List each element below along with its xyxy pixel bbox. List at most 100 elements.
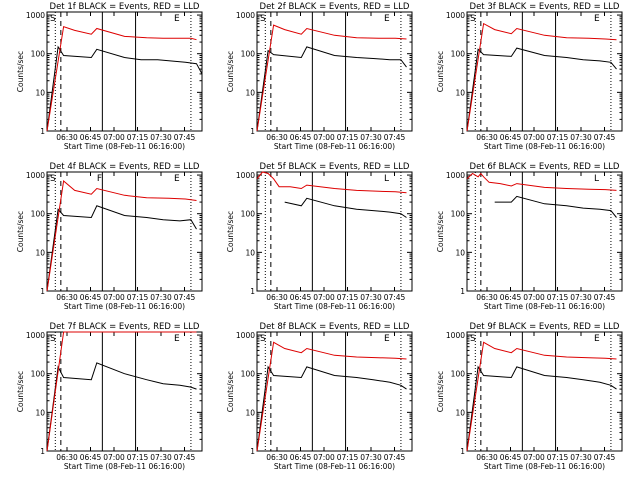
x-axis-label: Start Time (08-Feb-11 06:16:00)	[64, 142, 185, 151]
chart-panel-6: Det 6f BLACK = Events, RED = LLD 1 10 100 10…	[436, 162, 623, 311]
x-tick-label: 06:30	[266, 293, 288, 302]
y-tick-label: 1	[40, 127, 45, 136]
y-tick-label: 1	[460, 447, 465, 456]
series-line-events	[256, 46, 407, 132]
segment-marker-e: E	[384, 14, 390, 24]
series-line-events	[256, 365, 407, 452]
plot-frame	[46, 11, 203, 132]
x-tick-label: 07:45	[174, 133, 196, 142]
x-tick-label: 07:30	[360, 133, 382, 142]
y-tick-label: 10	[455, 248, 465, 257]
y-tick-label: 1000	[236, 11, 255, 20]
series-line-lld	[466, 172, 617, 191]
y-tick-label: 10	[245, 88, 255, 97]
x-tick-label: 07:30	[150, 453, 172, 462]
y-axis-label: Counts/sec	[16, 371, 25, 412]
x-tick-label: 06:30	[266, 133, 288, 142]
x-tick-label: 07:30	[360, 293, 382, 302]
y-axis-label: Counts/sec	[226, 371, 235, 412]
y-tick-label: 1	[250, 447, 255, 456]
x-tick-label: 06:30	[476, 133, 498, 142]
x-tick-label: 07:45	[594, 293, 616, 302]
segment-marker-s: S	[260, 334, 266, 344]
y-tick-label: 1	[460, 287, 465, 296]
segment-marker-e: E	[384, 334, 390, 344]
segment-marker-l: L	[594, 174, 599, 184]
x-tick-label: 07:15	[127, 453, 149, 462]
segment-marker-s: S	[470, 334, 476, 344]
y-tick-label: 100	[241, 370, 256, 379]
y-tick-label: 1000	[26, 11, 45, 20]
y-tick-label: 1000	[446, 171, 465, 180]
segment-marker-e: E	[594, 334, 600, 344]
chart-title: Det 3f BLACK = Events, RED = LLD	[470, 2, 620, 12]
chart-title: Det 4f BLACK = Events, RED = LLD	[50, 162, 200, 172]
chart-panel-3: Det 3f BLACK = Events, RED = LLD 1 10 100 10…	[436, 2, 623, 151]
series-line-lld	[256, 171, 407, 194]
chart-panel-5: Det 5f BLACK = Events, RED = LLD 1 10 100 10…	[226, 162, 413, 311]
plot-frame	[46, 171, 203, 292]
y-tick-label: 10	[35, 408, 45, 417]
chart-panel-8: Det 8f BLACK = Events, RED = LLD 1 10 100 10…	[226, 322, 413, 471]
x-tick-label: 07:15	[127, 133, 149, 142]
series-line-lld	[46, 331, 197, 452]
y-tick-label: 10	[35, 248, 45, 257]
chart-title: Det 8f BLACK = Events, RED = LLD	[260, 322, 410, 332]
segment-marker-l: L	[384, 174, 389, 184]
chart-panel-2: Det 2f BLACK = Events, RED = LLD 1 10 100 10…	[226, 2, 413, 151]
x-tick-label: 06:30	[56, 293, 78, 302]
series-line-events	[494, 195, 617, 218]
chart-title: Det 1f BLACK = Events, RED = LLD	[50, 2, 200, 12]
x-tick-label: 06:45	[290, 293, 312, 302]
chart-title: Det 2f BLACK = Events, RED = LLD	[260, 2, 410, 12]
plot-frame	[466, 331, 623, 452]
chart-panel-7: Det 7f BLACK = Events, RED = LLD 1 10 100 10…	[16, 322, 203, 471]
x-axis-label: Start Time (08-Feb-11 06:16:00)	[274, 142, 395, 151]
segment-marker-e: E	[594, 14, 600, 24]
chart-title: Det 9f BLACK = Events, RED = LLD	[470, 322, 620, 332]
x-tick-label: 07:45	[594, 453, 616, 462]
segment-marker-s: S	[260, 14, 266, 24]
x-tick-label: 07:15	[127, 293, 149, 302]
x-axis-label: Start Time (08-Feb-11 06:16:00)	[484, 142, 605, 151]
x-axis-label: Start Time (08-Feb-11 06:16:00)	[274, 302, 395, 311]
x-axis-label: Start Time (08-Feb-11 06:16:00)	[64, 462, 185, 471]
plot-frame	[46, 331, 203, 452]
x-tick-label: 07:45	[174, 293, 196, 302]
x-tick-label: 07:00	[523, 293, 545, 302]
x-tick-label: 07:00	[103, 133, 125, 142]
x-tick-label: 07:15	[547, 453, 569, 462]
x-tick-label: 06:30	[476, 293, 498, 302]
y-tick-label: 10	[245, 408, 255, 417]
series-line-events	[46, 362, 197, 452]
plot-frame	[256, 331, 413, 452]
segment-marker-s: S	[50, 14, 56, 24]
y-tick-label: 100	[451, 50, 466, 59]
y-tick-label: 1	[460, 127, 465, 136]
x-tick-label: 07:00	[103, 293, 125, 302]
x-tick-label: 07:30	[570, 133, 592, 142]
y-tick-label: 100	[31, 50, 46, 59]
y-tick-label: 1000	[446, 331, 465, 340]
x-tick-label: 07:30	[150, 133, 172, 142]
y-tick-label: 100	[451, 210, 466, 219]
chart-title: Det 6f BLACK = Events, RED = LLD	[470, 162, 620, 172]
plot-frame	[466, 171, 623, 292]
series-line-lld	[256, 24, 407, 132]
series-line-lld	[46, 180, 197, 292]
x-tick-label: 06:45	[500, 293, 522, 302]
x-tick-label: 07:15	[337, 453, 359, 462]
x-tick-label: 07:00	[313, 133, 335, 142]
y-tick-label: 1000	[446, 11, 465, 20]
x-axis-label: Start Time (08-Feb-11 06:16:00)	[484, 462, 605, 471]
chart-panel-1: Det 1f BLACK = Events, RED = LLD 1 10 100 10…	[16, 2, 203, 151]
x-tick-label: 07:30	[360, 453, 382, 462]
x-tick-label: 06:45	[290, 453, 312, 462]
x-tick-label: 07:00	[313, 293, 335, 302]
x-tick-label: 07:45	[384, 293, 406, 302]
y-tick-label: 10	[455, 408, 465, 417]
chart-panel-9: Det 9f BLACK = Events, RED = LLD 1 10 100 10…	[436, 322, 623, 471]
x-tick-label: 07:45	[384, 133, 406, 142]
y-axis-label: Counts/sec	[16, 51, 25, 92]
